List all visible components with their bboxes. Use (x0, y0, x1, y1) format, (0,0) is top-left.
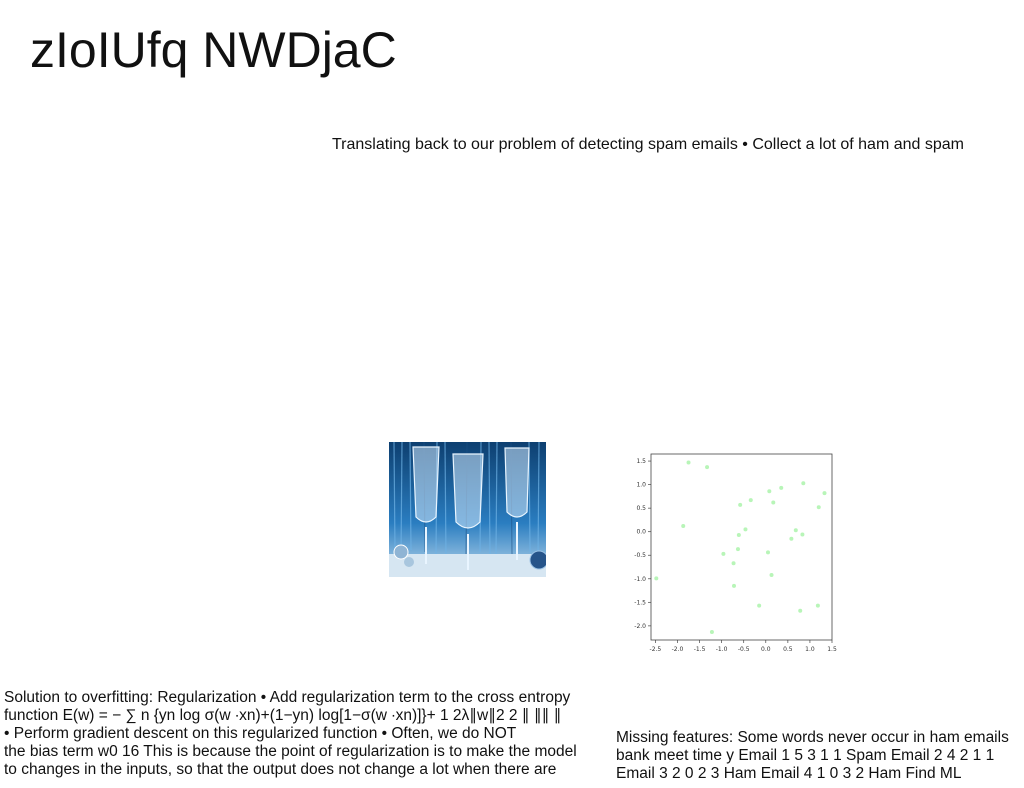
y-tick-label: 1.5 (636, 458, 646, 465)
x-tick-label: -2.0 (672, 646, 684, 653)
page-title: zIoIUfq NWDjaC (30, 22, 397, 78)
scatter-point (769, 573, 774, 578)
scatter-point (767, 489, 772, 494)
scatter-point (686, 460, 691, 465)
y-tick-label: 1.0 (636, 482, 646, 489)
scatter-point (681, 524, 686, 529)
scatter-point (736, 532, 741, 537)
body-line: bank meet time y Email 1 5 3 1 1 Spam Em… (616, 747, 995, 764)
scatter-point (815, 603, 820, 608)
body-line: the bias term w0 16 This is because the … (4, 743, 577, 760)
scatter-point (789, 536, 794, 541)
body-text-right: Missing features: Some words never occur… (616, 729, 1021, 783)
body-text-left: Solution to overfitting: Regularization … (4, 689, 604, 779)
y-tick-label: -1.0 (634, 576, 646, 583)
scatter-point (743, 527, 748, 532)
scatter-point (738, 502, 743, 507)
scatter-point (709, 629, 714, 634)
y-tick-label: 0.0 (636, 529, 646, 536)
scatter-point (735, 547, 740, 552)
x-tick-label: -1.5 (694, 646, 706, 653)
body-line: to changes in the inputs, so that the ou… (4, 761, 557, 778)
scatter-point (816, 505, 821, 510)
body-line: Solution to overfitting: Regularization … (4, 689, 571, 706)
y-tick-label: -1.5 (634, 599, 646, 606)
scatter-point (748, 498, 753, 503)
scatter-plot: -2.5 -2.0 -1.5 -1.0 -0.5 0.0 0.5 1.0 1.5 1.5 1.0 0.… (620, 447, 850, 658)
x-tick-label: -1.0 (716, 646, 728, 653)
scatter-point (721, 551, 726, 556)
slide-subtitle: Translating back to our problem of detec… (332, 136, 964, 153)
body-line: • Perform gradient descent on this regul… (4, 725, 517, 742)
scatter-point (793, 528, 798, 533)
x-tick-label: -2.5 (650, 646, 662, 653)
body-line: Email 3 2 0 2 3 Ham Email 4 1 0 3 2 Ham … (616, 765, 962, 782)
body-line: Missing features: Some words never occur… (616, 729, 1009, 746)
y-tick-label: -2.0 (634, 623, 646, 630)
scatter-point (654, 576, 659, 581)
champagne-photo (389, 442, 546, 577)
scatter-point (800, 532, 805, 537)
y-tick-label: 0.5 (636, 505, 646, 512)
scatter-point (801, 481, 806, 486)
x-tick-label: 0.5 (783, 646, 793, 653)
scatter-point (822, 491, 827, 496)
body-line: function E(w) = − ∑ n {yn log σ(w ∙xn)+(… (4, 707, 562, 724)
scatter-point (705, 465, 710, 470)
plot-frame (650, 453, 833, 641)
scatter-point (765, 550, 770, 555)
x-tick-label: 1.0 (805, 646, 815, 653)
x-tick-label: -0.5 (738, 646, 750, 653)
scatter-point (798, 608, 803, 613)
scatter-point (779, 485, 784, 490)
scatter-point (731, 583, 736, 588)
x-tick-label: 0.0 (761, 646, 771, 653)
y-tick-label: -0.5 (634, 552, 646, 559)
scatter-point (731, 561, 736, 566)
x-tick-label: 1.5 (827, 646, 837, 653)
scatter-point (757, 603, 762, 608)
scatter-point (771, 500, 776, 505)
